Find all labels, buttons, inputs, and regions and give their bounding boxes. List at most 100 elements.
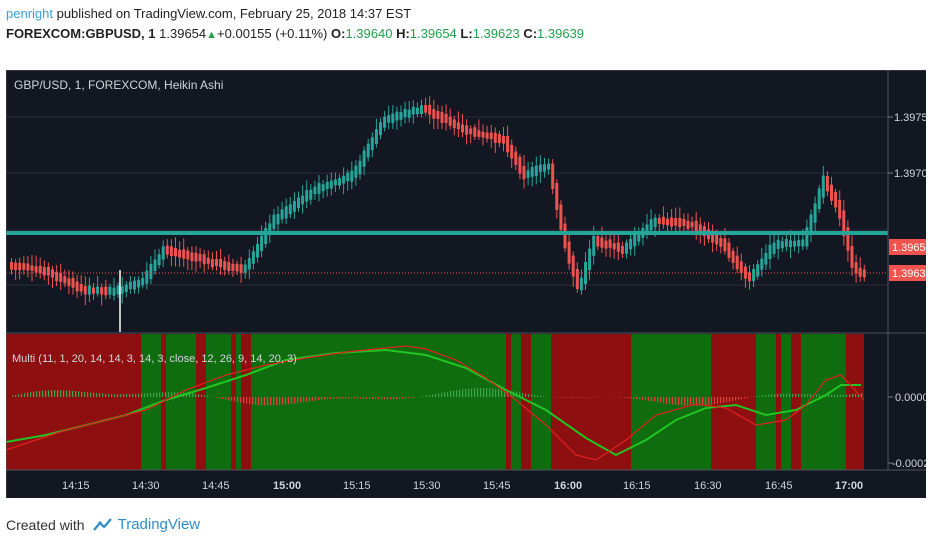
- signal-band: [631, 334, 711, 470]
- histogram-bar: [501, 389, 503, 397]
- histogram-bar: [642, 397, 644, 400]
- histogram-bar: [564, 397, 566, 398]
- candle: [793, 233, 797, 252]
- up-arrow-icon: ▲: [206, 29, 218, 41]
- candle: [502, 126, 505, 152]
- histogram-bar: [849, 394, 851, 397]
- candle: [145, 261, 149, 290]
- candle: [813, 196, 817, 234]
- candle: [424, 97, 428, 116]
- tradingview-icon: [92, 518, 112, 531]
- candle: [534, 156, 538, 185]
- histogram-bar: [78, 391, 80, 397]
- histogram-bar: [522, 392, 524, 397]
- symbol-label: FOREXCOM:GBPUSD, 1: [6, 26, 156, 41]
- histogram-bar: [147, 393, 149, 397]
- histogram-bar: [693, 397, 695, 406]
- time-label: 16:15: [623, 480, 651, 492]
- histogram-bar: [792, 393, 794, 397]
- signal-band: [141, 334, 161, 470]
- signal-band: [6, 334, 141, 470]
- candle: [190, 246, 194, 271]
- candle: [391, 105, 395, 129]
- histogram-bar: [732, 397, 734, 401]
- histogram-bar: [495, 388, 497, 397]
- close-value: 1.39639: [537, 26, 585, 41]
- chart-canvas[interactable]: GBP/USD, 1, FOREXCOM, Heikin Ashi Multi …: [6, 70, 926, 498]
- histogram-bar: [219, 397, 221, 399]
- histogram-bar: [351, 397, 353, 399]
- histogram-bar: [324, 397, 326, 400]
- price-axis[interactable]: 1.39750 1.39700 1.39654 1.39639 0.0000 -…: [888, 112, 926, 470]
- histogram-bar: [816, 394, 818, 397]
- histogram-bar: [540, 395, 542, 397]
- histogram-bar: [411, 397, 413, 398]
- histogram-bar: [405, 397, 407, 399]
- candle: [752, 264, 756, 288]
- histogram-bar: [96, 393, 98, 397]
- histogram-bar: [543, 396, 545, 397]
- candle: [456, 111, 460, 138]
- histogram-bar: [399, 397, 401, 400]
- histogram-bar: [138, 393, 140, 397]
- histogram-bar: [279, 397, 281, 405]
- publication-header: penright published on TradingView.com, F…: [6, 4, 906, 44]
- candle: [96, 275, 100, 297]
- signal-band: [236, 334, 241, 470]
- histogram-bar: [456, 390, 458, 397]
- histogram-bar: [735, 397, 737, 401]
- candle: [838, 190, 842, 227]
- candle: [579, 269, 583, 295]
- candle: [661, 206, 665, 229]
- histogram-bar: [708, 397, 710, 405]
- candle: [657, 214, 661, 232]
- histogram-bar: [714, 397, 716, 405]
- histogram-bar: [477, 388, 479, 397]
- time-label: 15:15: [343, 480, 371, 492]
- candle: [526, 161, 530, 186]
- candle: [485, 125, 489, 143]
- histogram-bar: [234, 397, 236, 402]
- candle: [772, 234, 776, 258]
- tradingview-logo[interactable]: TradingView: [92, 512, 200, 538]
- histogram-bar: [435, 393, 437, 397]
- histogram-bar: [171, 392, 173, 397]
- histogram-bar: [483, 388, 485, 397]
- histogram-bar: [633, 397, 635, 399]
- histogram-bar: [90, 392, 92, 397]
- histogram-bar: [312, 397, 314, 401]
- close-label: C:: [523, 26, 538, 41]
- histogram-bar: [699, 397, 701, 406]
- histogram-bar: [852, 393, 854, 397]
- publication-line: penright published on TradingView.com, F…: [6, 4, 906, 24]
- signal-band: [846, 334, 864, 470]
- candle: [288, 196, 292, 219]
- time-label: 15:30: [413, 480, 441, 492]
- candle: [461, 113, 464, 138]
- histogram-bar: [54, 390, 56, 397]
- time-axis[interactable]: 14:15 14:30 14:45 15:00 15:15 15:30 15:4…: [62, 480, 863, 492]
- candle: [231, 258, 235, 278]
- histogram-bar: [150, 392, 152, 397]
- candle: [748, 264, 751, 290]
- histogram-bar: [789, 393, 791, 397]
- candle: [219, 248, 223, 276]
- candle: [403, 101, 407, 124]
- candle: [124, 280, 128, 298]
- candle: [325, 174, 329, 197]
- candle: [284, 198, 288, 225]
- signal-band: [711, 334, 756, 470]
- histogram-bar: [810, 394, 812, 397]
- candle: [313, 180, 317, 200]
- candle: [317, 175, 321, 202]
- candle: [329, 172, 333, 196]
- histogram-bar: [117, 394, 119, 397]
- histogram-bar: [216, 397, 218, 398]
- candle: [387, 105, 391, 130]
- histogram-bar: [747, 397, 749, 398]
- chart-frame[interactable]: GBP/USD, 1, FOREXCOM, Heikin Ashi Multi …: [6, 70, 926, 498]
- candle: [854, 254, 858, 283]
- candle: [666, 212, 669, 235]
- candle: [272, 208, 276, 235]
- author-link[interactable]: penright: [6, 6, 53, 21]
